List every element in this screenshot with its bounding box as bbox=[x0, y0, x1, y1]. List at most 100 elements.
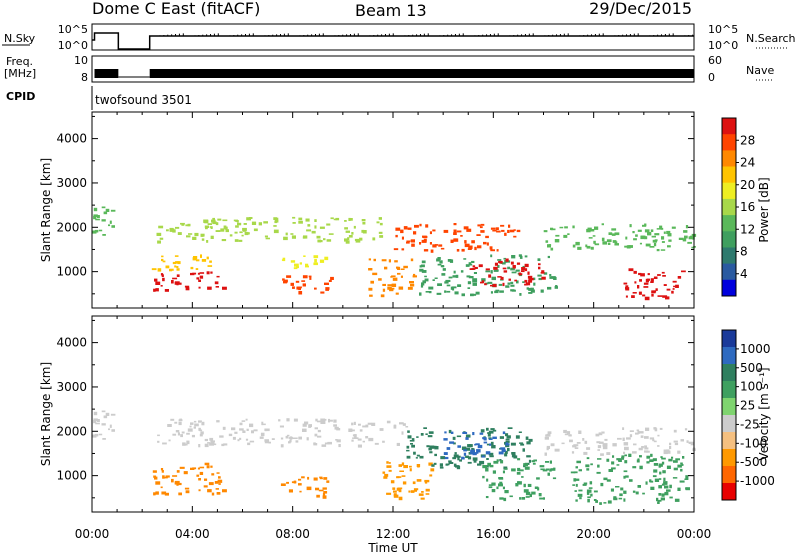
heatmap-cell bbox=[673, 285, 676, 288]
heatmap-cell bbox=[518, 254, 522, 257]
x-tick-label: 04:00 bbox=[175, 527, 210, 541]
heatmap-cell bbox=[515, 269, 520, 272]
heatmap-cell bbox=[362, 222, 366, 225]
heatmap-cell bbox=[668, 458, 673, 462]
heatmap-cell bbox=[420, 433, 424, 436]
heatmap-cell bbox=[492, 436, 497, 439]
heatmap-cell bbox=[166, 229, 169, 232]
nsearch-tick-bottom: 10^0 bbox=[708, 39, 738, 52]
heatmap-cell bbox=[323, 491, 328, 494]
heatmap-cell bbox=[176, 283, 179, 286]
heatmap-cell bbox=[550, 468, 556, 471]
heatmap-cell bbox=[285, 232, 288, 236]
heatmap-cell bbox=[657, 499, 662, 502]
heatmap-cell bbox=[646, 461, 650, 464]
heatmap-cell bbox=[640, 273, 645, 277]
heatmap-cell bbox=[602, 446, 608, 450]
heatmap-cell bbox=[151, 268, 157, 271]
heatmap-cell bbox=[625, 287, 628, 290]
heatmap-cell bbox=[510, 284, 515, 287]
heatmap-cell bbox=[198, 427, 201, 431]
heatmap-cell bbox=[530, 289, 535, 293]
heatmap-cell bbox=[639, 465, 643, 470]
colorbar-segment bbox=[722, 263, 736, 281]
heatmap-cell bbox=[547, 255, 550, 259]
heatmap-cell bbox=[472, 452, 477, 456]
heatmap-cell bbox=[639, 431, 644, 434]
heatmap-cell bbox=[93, 207, 98, 212]
heatmap-cell bbox=[239, 231, 243, 234]
heatmap-cell bbox=[298, 220, 303, 224]
heatmap-cell bbox=[611, 228, 617, 231]
date-title: 29/Dec/2015 bbox=[589, 0, 692, 18]
heatmap-cell bbox=[561, 442, 565, 445]
heatmap-cell bbox=[470, 449, 475, 452]
heatmap-cell bbox=[503, 497, 507, 502]
heatmap-cell bbox=[575, 483, 578, 487]
heatmap-cell bbox=[509, 495, 513, 498]
heatmap-cell bbox=[101, 206, 106, 209]
heatmap-cell bbox=[537, 258, 541, 261]
heatmap-cell bbox=[607, 500, 612, 504]
heatmap-cell bbox=[693, 246, 696, 248]
heatmap-cell bbox=[653, 427, 657, 430]
heatmap-cell bbox=[593, 240, 596, 244]
heatmap-cell bbox=[176, 274, 180, 277]
colorbar-segment bbox=[722, 198, 736, 216]
heatmap-cell bbox=[643, 282, 649, 285]
heatmap-cell bbox=[425, 488, 430, 492]
heatmap-cell bbox=[306, 486, 312, 491]
heatmap-cell bbox=[429, 231, 432, 235]
y-tick-label: 3000 bbox=[56, 380, 87, 394]
heatmap-cell bbox=[246, 217, 251, 221]
heatmap-cell bbox=[204, 462, 210, 466]
heatmap-cell bbox=[273, 229, 279, 234]
heatmap-cell bbox=[290, 260, 296, 263]
heatmap-cell bbox=[649, 437, 655, 440]
heatmap-cell bbox=[180, 434, 183, 438]
heatmap-cell bbox=[450, 239, 454, 243]
colorbar-tick-label: -1000 bbox=[740, 474, 775, 488]
heatmap-cell bbox=[590, 463, 593, 466]
heatmap-cell bbox=[611, 467, 616, 470]
heatmap-cell bbox=[103, 415, 108, 419]
freq-tick-bottom: 8 bbox=[81, 71, 88, 84]
heatmap-cell bbox=[201, 259, 207, 262]
heatmap-cell bbox=[515, 483, 519, 487]
heatmap-cell bbox=[614, 243, 619, 246]
heatmap-cell bbox=[379, 235, 384, 238]
heatmap-cell bbox=[101, 423, 106, 426]
heatmap-cell bbox=[403, 465, 408, 469]
heatmap-cell bbox=[681, 464, 684, 466]
heatmap-cell bbox=[624, 454, 627, 457]
heatmap-cell bbox=[539, 497, 544, 500]
colorbar-tick-label: 12 bbox=[740, 222, 755, 236]
heatmap-cell bbox=[525, 496, 530, 498]
heatmap-cell bbox=[395, 292, 399, 295]
heatmap-cell bbox=[372, 272, 378, 276]
heatmap-cell bbox=[637, 458, 640, 462]
colorbar-segment bbox=[722, 381, 736, 399]
heatmap-cell bbox=[686, 440, 689, 443]
heatmap-cell bbox=[192, 236, 197, 240]
heatmap-cell bbox=[673, 460, 678, 463]
heatmap-cell bbox=[608, 469, 613, 472]
heatmap-cell bbox=[457, 455, 461, 458]
heatmap-cell bbox=[384, 266, 388, 270]
nave-label: Nave bbox=[746, 64, 774, 77]
heatmap-cell bbox=[207, 265, 213, 267]
heatmap-cell bbox=[313, 477, 318, 481]
heatmap-cell bbox=[459, 459, 462, 462]
heatmap-cell bbox=[499, 290, 504, 293]
colorbar-tick-label: 500 bbox=[740, 361, 763, 375]
heatmap-cell bbox=[485, 235, 489, 239]
heatmap-cell bbox=[647, 232, 652, 236]
heatmap-cell bbox=[175, 261, 179, 264]
heatmap-cell bbox=[439, 466, 444, 469]
heatmap-cell bbox=[204, 478, 208, 481]
x-tick-label: 00:00 bbox=[677, 527, 712, 541]
heatmap-cell bbox=[467, 281, 472, 285]
heatmap-cell bbox=[488, 437, 492, 439]
heatmap-cell bbox=[673, 429, 677, 433]
heatmap-cell bbox=[102, 438, 106, 440]
